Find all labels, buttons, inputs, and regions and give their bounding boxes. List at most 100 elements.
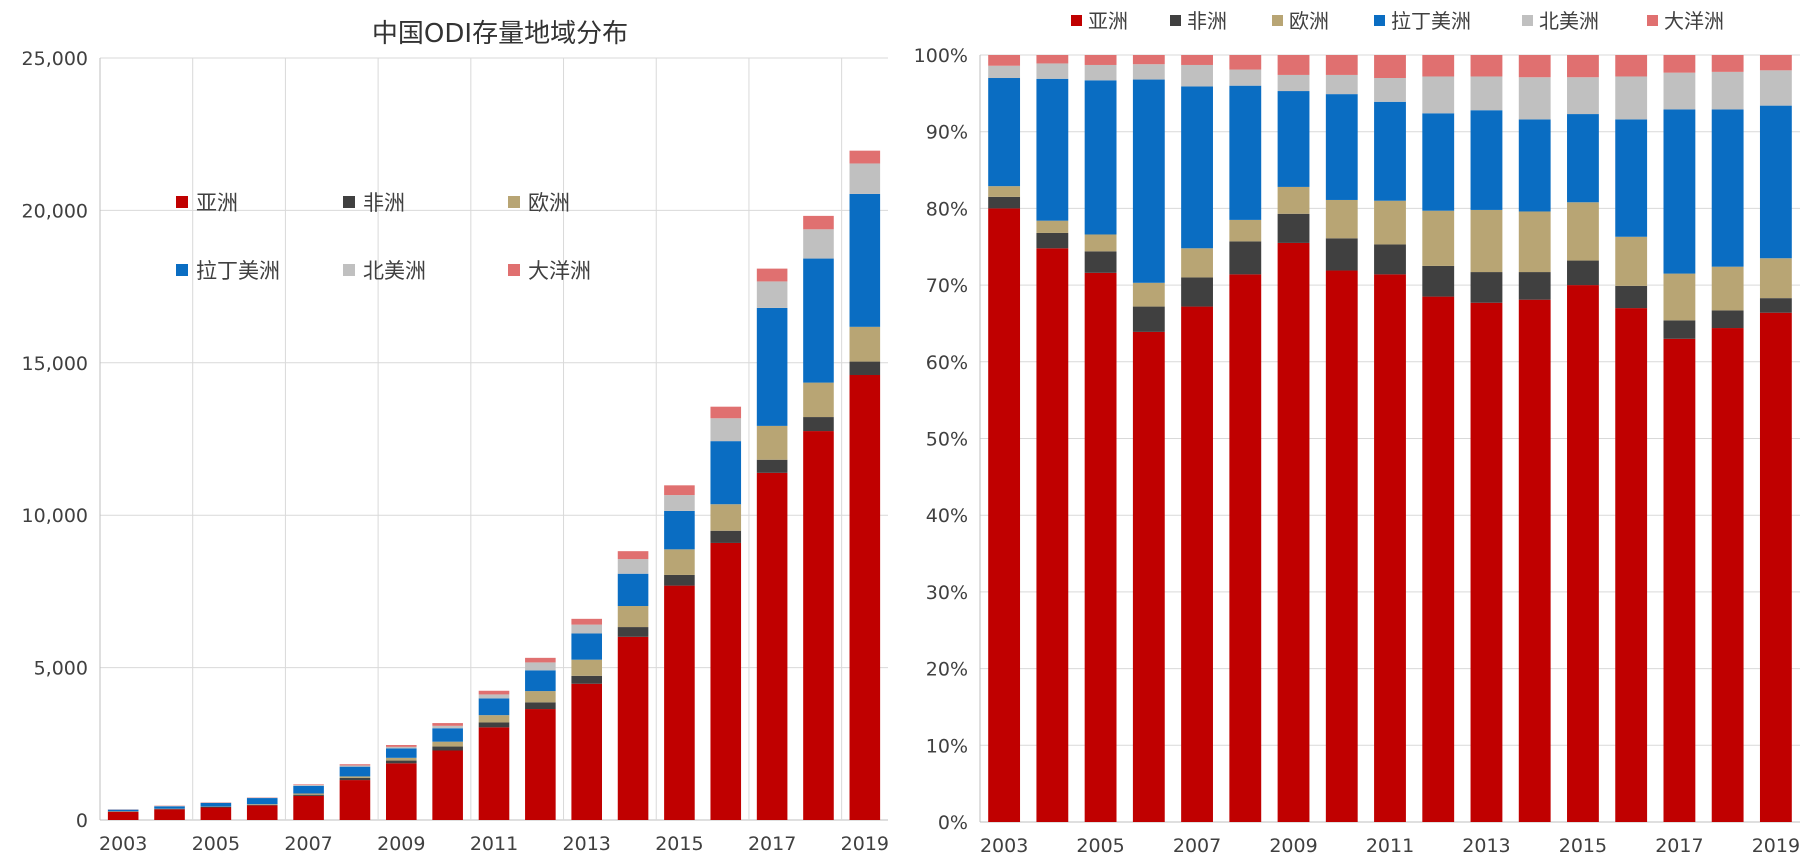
bar-segment-africa-2019 xyxy=(1759,298,1792,313)
bar-segment-africa-2010 xyxy=(1325,238,1358,271)
legend-item-europe: 欧洲 xyxy=(508,191,570,215)
bar-segment-namerica-2009 xyxy=(1277,74,1310,92)
bar-segment-europe-2008 xyxy=(1229,219,1262,242)
x-tick-label: 2013 xyxy=(1462,835,1510,857)
legend-swatch-africa xyxy=(1170,15,1181,26)
x-tick-label: 2017 xyxy=(1655,835,1703,857)
bar-segment-namerica-2009 xyxy=(385,746,417,749)
bar-segment-europe-2007 xyxy=(293,793,324,795)
chart-title: 中国ODI存量地域分布 xyxy=(372,19,628,49)
y-tick-label: 50% xyxy=(926,429,968,451)
legend-swatch-latam xyxy=(176,264,188,276)
bar-segment-latam-2017 xyxy=(756,307,788,426)
bar-segment-oceania-2018 xyxy=(803,215,834,230)
bar-segment-europe-2018 xyxy=(803,382,834,418)
bar-segment-europe-2015 xyxy=(664,549,695,575)
bar-segment-namerica-2011 xyxy=(478,694,510,699)
bar-segment-europe-2007 xyxy=(1181,248,1213,278)
bar-segment-oceania-2017 xyxy=(1663,55,1696,73)
bar-segment-africa-2014 xyxy=(1518,272,1551,300)
legend-swatch-namerica xyxy=(343,264,355,276)
bar-segment-namerica-2008 xyxy=(339,765,371,767)
x-tick-label: 2011 xyxy=(1366,835,1414,857)
bar-segment-africa-2009 xyxy=(1277,213,1310,243)
legend-swatch-namerica xyxy=(1522,15,1533,26)
legend-label: 大洋洲 xyxy=(528,259,591,283)
bar-segment-namerica-2018 xyxy=(1711,71,1744,110)
legend-label: 亚洲 xyxy=(1088,9,1128,33)
bar-segment-namerica-2015 xyxy=(1567,77,1599,115)
x-tick-label: 2003 xyxy=(980,835,1028,857)
bar-segment-namerica-2004 xyxy=(1036,63,1069,79)
bar-segment-oceania-2011 xyxy=(1374,55,1406,79)
bar-segment-europe-2006 xyxy=(1132,282,1165,307)
bar-segment-africa-2005 xyxy=(1084,251,1117,273)
bar-segment-oceania-2009 xyxy=(385,745,417,747)
bar-segment-asia-2012 xyxy=(1422,296,1455,823)
bar-segment-latam-2012 xyxy=(525,670,556,692)
x-tick-label: 2007 xyxy=(284,833,332,855)
bar-segment-oceania-2006 xyxy=(1132,55,1165,65)
bar-segment-latam-2018 xyxy=(1711,109,1744,267)
bar-segment-europe-2010 xyxy=(432,741,463,747)
bar-segment-namerica-2012 xyxy=(1422,76,1455,114)
bar-segment-africa-2015 xyxy=(664,574,695,586)
bar-segment-latam-2019 xyxy=(849,193,881,327)
bar-segment-africa-2017 xyxy=(756,459,788,473)
bar-segment-africa-2004 xyxy=(1036,232,1069,249)
bar-segment-africa-2008 xyxy=(1229,241,1262,275)
legend-item-latam: 拉丁美洲 xyxy=(176,259,280,283)
bar-segment-latam-2015 xyxy=(664,510,695,550)
x-tick-label: 2009 xyxy=(1269,835,1317,857)
bar-segment-africa-2013 xyxy=(571,675,603,684)
x-tick-label: 2007 xyxy=(1173,835,1221,857)
bar-segment-europe-2011 xyxy=(1374,200,1406,245)
bar-segment-latam-2016 xyxy=(710,441,742,505)
bar-segment-africa-2006 xyxy=(1132,306,1165,332)
legend-swatch-asia xyxy=(1071,15,1082,26)
legend-item-europe: 欧洲 xyxy=(1272,9,1329,33)
bar-segment-latam-2017 xyxy=(1663,109,1696,274)
bar-segment-oceania-2015 xyxy=(1567,55,1599,78)
bar-segment-namerica-2016 xyxy=(710,418,742,442)
legend-swatch-europe xyxy=(1272,15,1283,26)
bar-segment-oceania-2018 xyxy=(1711,55,1744,72)
bar-segment-latam-2010 xyxy=(432,728,463,742)
bar-segment-namerica-2015 xyxy=(664,495,695,511)
bar-segment-oceania-2007 xyxy=(293,784,324,785)
bar-segment-oceania-2016 xyxy=(1615,55,1648,77)
bar-segment-europe-2010 xyxy=(1325,199,1358,239)
bar-segment-latam-2013 xyxy=(1470,110,1503,210)
x-tick-label: 2003 xyxy=(99,833,147,855)
bar-segment-namerica-2007 xyxy=(1181,64,1213,87)
bar-segment-oceania-2012 xyxy=(525,657,556,663)
bar-segment-europe-2019 xyxy=(1759,258,1792,299)
bar-segment-oceania-2014 xyxy=(617,551,649,560)
bar-segment-europe-2014 xyxy=(617,606,649,628)
x-tick-label: 2005 xyxy=(1076,835,1124,857)
bar-segment-oceania-2005 xyxy=(1084,55,1117,65)
bar-segment-asia-2006 xyxy=(246,805,278,820)
bar-segment-europe-2012 xyxy=(1422,210,1455,266)
bar-segment-europe-2016 xyxy=(1615,236,1648,286)
bar-segment-europe-2017 xyxy=(1663,273,1696,321)
bar-segment-africa-2009 xyxy=(385,760,417,764)
y-tick-label: 10,000 xyxy=(22,505,88,527)
bar-segment-latam-2014 xyxy=(617,573,649,607)
y-tick-label: 80% xyxy=(926,198,968,220)
bar-segment-asia-2014 xyxy=(1518,299,1551,823)
bar-segment-europe-2008 xyxy=(339,776,371,778)
bar-segment-asia-2007 xyxy=(1181,306,1213,822)
bar-segment-africa-2003 xyxy=(988,196,1021,209)
bar-segment-asia-2009 xyxy=(1277,242,1310,823)
bar-segment-asia-2018 xyxy=(803,431,834,820)
bar-segment-latam-2016 xyxy=(1615,119,1648,237)
bar-segment-oceania-2007 xyxy=(1181,55,1213,65)
bar-segment-africa-2006 xyxy=(246,804,278,806)
legend-label: 欧洲 xyxy=(1289,9,1329,33)
legend-item-asia: 亚洲 xyxy=(176,191,238,215)
bar-segment-oceania-2008 xyxy=(339,764,371,766)
bar-segment-asia-2011 xyxy=(1374,274,1406,822)
bar-segment-oceania-2004 xyxy=(1036,55,1069,64)
legend-item-africa: 非洲 xyxy=(343,191,405,215)
